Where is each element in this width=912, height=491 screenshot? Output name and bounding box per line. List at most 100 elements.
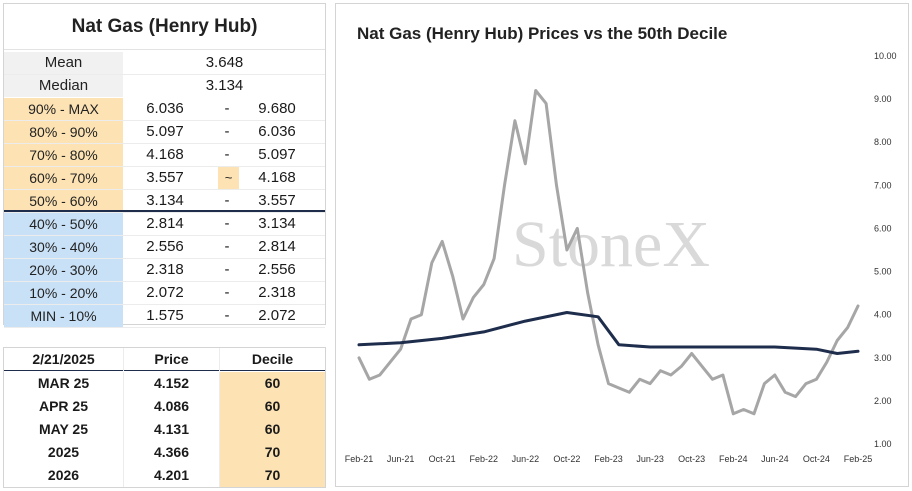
decile-series-line (357, 311, 860, 355)
decile-range-label: MIN - 10% (4, 305, 123, 327)
decile-high-value: 6.036 (258, 123, 296, 140)
decile-low-value: 1.575 (146, 307, 184, 324)
x-tick-label: Feb-21 (345, 454, 374, 464)
contract-decile: 60 (220, 372, 325, 395)
decile-high-value: 2.556 (258, 261, 296, 278)
contract-decile: 70 (220, 464, 325, 487)
decile-range-label: 10% - 20% (4, 282, 123, 304)
decile-low-value: 4.168 (146, 146, 184, 163)
decile-range-label: 50% - 60% (4, 190, 123, 212)
contract-price: 4.086 (124, 395, 220, 418)
contract-price: 4.366 (124, 441, 220, 464)
decile-range-label: 20% - 30% (4, 259, 123, 281)
mean-row: Mean 3.648 (4, 52, 325, 75)
contract-label: MAY 25 (4, 418, 124, 441)
price-table-row: 2026 4.201 70 (4, 464, 325, 487)
decile-row: 80% - 90% 5.097 - 6.036 (4, 121, 325, 144)
x-tick-label: Jun-22 (512, 454, 540, 464)
decile-row: MIN - 10% 1.575 - 2.072 (4, 305, 325, 328)
x-tick-label: Oct-24 (803, 454, 830, 464)
decile-range-label: 30% - 40% (4, 236, 123, 258)
x-tick-label: Feb-23 (594, 454, 623, 464)
decile-low-value: 5.097 (146, 123, 184, 140)
header-decile: Decile (251, 351, 294, 367)
mean-value: 3.648 (205, 54, 244, 71)
y-tick-label: 2.00 (874, 396, 892, 406)
price-table-row: 2025 4.366 70 (4, 441, 325, 464)
price-table-row: APR 25 4.086 60 (4, 395, 325, 418)
contract-decile: 60 (220, 418, 325, 441)
x-tick-label: Jun-23 (636, 454, 664, 464)
decile-row: 30% - 40% 2.556 - 2.814 (4, 236, 325, 259)
decile-high-value: 3.557 (258, 192, 296, 209)
decile-low-value: 2.556 (146, 238, 184, 255)
decile-separator: - (224, 192, 230, 209)
y-tick-label: 7.00 (874, 180, 892, 190)
y-tick-label: 9.00 (874, 94, 892, 104)
decile-high-value: 4.168 (258, 169, 296, 186)
contract-decile: 60 (220, 395, 325, 418)
decile-row: 40% - 50% 2.814 - 3.134 (4, 213, 325, 236)
decile-row: 60% - 70% 3.557 ~4.168 (4, 167, 325, 190)
price-chart: StoneX 1.00 2.00 3.00 4.00 5.00 6.00 7.00 8.00 9.… (345, 51, 897, 464)
contract-price: 4.131 (124, 418, 220, 441)
decile-range-label: 60% - 70% (4, 167, 123, 189)
median-divider-line (4, 210, 325, 212)
x-tick-label: Feb-22 (469, 454, 498, 464)
price-table-row: MAY 25 4.131 60 (4, 418, 325, 441)
x-tick-label: Jun-21 (387, 454, 415, 464)
y-tick-label: 3.00 (874, 353, 892, 363)
decile-high-value: 5.097 (258, 146, 296, 163)
chart-title: Nat Gas (Henry Hub) Prices vs the 50th D… (357, 24, 728, 43)
decile-range-label: 80% - 90% (4, 121, 123, 143)
y-tick-label: 1.00 (874, 439, 892, 449)
median-value: 3.134 (205, 77, 244, 94)
y-tick-label: 8.00 (874, 137, 892, 147)
decile-separator: - (224, 284, 230, 301)
price-table: 2/21/2025 Price Decile MAR 25 4.152 60 APR … (3, 347, 326, 488)
decile-high-value: 2.072 (258, 307, 296, 324)
decile-row: 90% - MAX 6.036 - 9.680 (4, 98, 325, 121)
decile-range-label: 70% - 80% (4, 144, 123, 166)
decile-row: 50% - 60% 3.134 - 3.557 (4, 190, 325, 213)
contract-label: MAR 25 (4, 372, 124, 395)
decile-high-value: 2.814 (258, 238, 296, 255)
y-tick-label: 6.00 (874, 223, 892, 233)
median-label: Median (4, 75, 123, 97)
y-tick-label: 10.00 (874, 51, 897, 61)
decile-separator: ~ (218, 167, 239, 189)
decile-separator: - (224, 146, 230, 163)
decile-row: 20% - 30% 2.318 - 2.556 (4, 259, 325, 282)
price-series-line (357, 89, 860, 416)
decile-low-value: 2.318 (146, 261, 184, 278)
contract-decile: 70 (220, 441, 325, 464)
decile-separator: - (224, 123, 230, 140)
mean-label: Mean (4, 52, 123, 74)
median-row: Median 3.134 (4, 75, 325, 98)
decile-row: 10% - 20% 2.072 - 2.318 (4, 282, 325, 305)
decile-low-value: 3.134 (146, 192, 184, 209)
decile-separator: - (224, 238, 230, 255)
decile-row: 70% - 80% 4.168 - 5.097 (4, 144, 325, 167)
chart-panel: StoneX 1.00 2.00 3.00 4.00 5.00 6.00 7.00 8.00 9.… (335, 3, 909, 487)
x-tick-label: Oct-22 (553, 454, 580, 464)
decile-high-value: 2.318 (258, 284, 296, 301)
contract-price: 4.201 (124, 464, 220, 487)
x-tick-label: Jun-24 (761, 454, 789, 464)
contract-label: 2025 (4, 441, 124, 464)
contract-label: APR 25 (4, 395, 124, 418)
decile-separator: - (224, 261, 230, 278)
decile-high-value: 3.134 (258, 215, 296, 232)
x-tick-label: Oct-21 (429, 454, 456, 464)
decile-table-title: Nat Gas (Henry Hub) (4, 4, 325, 50)
decile-separator: - (224, 307, 230, 324)
price-table-header: 2/21/2025 Price Decile (4, 348, 325, 371)
price-table-row: MAR 25 4.152 60 (4, 372, 325, 395)
x-tick-label: Feb-25 (844, 454, 873, 464)
decile-low-value: 6.036 (146, 100, 184, 117)
y-tick-label: 5.00 (874, 267, 892, 277)
x-tick-label: Feb-24 (719, 454, 748, 464)
contract-label: 2026 (4, 464, 124, 487)
header-price: Price (124, 348, 220, 371)
decile-table: Nat Gas (Henry Hub) Mean 3.648 Median 3.… (3, 3, 326, 328)
